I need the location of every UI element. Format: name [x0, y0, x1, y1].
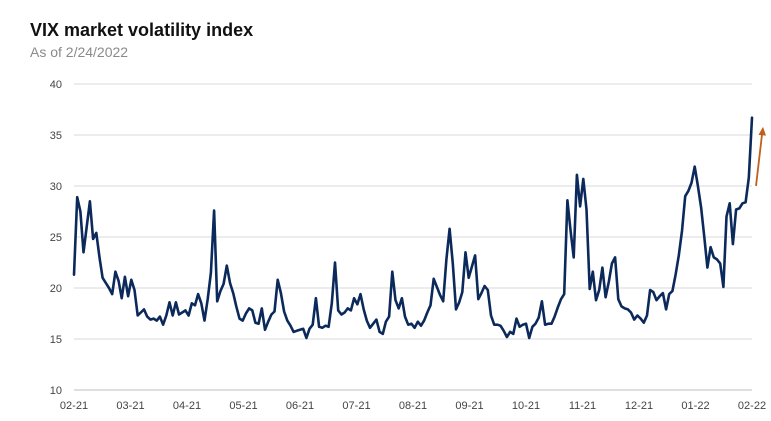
y-tick-label: 25 [50, 232, 62, 244]
arrow-head [758, 126, 766, 136]
x-tick-label: 09-21 [455, 400, 483, 412]
x-tick-label: 03-21 [116, 400, 144, 412]
y-tick-label: 30 [50, 181, 62, 193]
x-tick-label: 06-21 [286, 400, 314, 412]
x-tick-label: 05-21 [229, 400, 257, 412]
y-tick-label: 20 [50, 283, 62, 295]
x-tick-label: 02-21 [60, 400, 88, 412]
y-tick-label: 35 [50, 130, 62, 142]
x-tick-label: 07-21 [342, 400, 370, 412]
chart-title: VIX market volatility index [30, 20, 254, 40]
x-tick-label: 02-22 [738, 400, 766, 412]
x-tick-label: 04-21 [173, 400, 201, 412]
series-line-0 [72, 116, 754, 340]
arrow-shaft [755, 132, 764, 187]
y-tick-label: 15 [50, 334, 62, 346]
chart-subtitle: As of 2/24/2022 [30, 44, 129, 60]
x-tick-label: 01-22 [681, 400, 709, 412]
y-tick-label: 10 [50, 385, 62, 397]
x-tick-label: 12-21 [625, 400, 653, 412]
x-tick-label: 11-21 [569, 400, 596, 412]
x-tick-label: 08-21 [399, 400, 427, 412]
x-tick-label: 10-21 [512, 400, 540, 412]
y-tick-label: 40 [50, 79, 62, 91]
